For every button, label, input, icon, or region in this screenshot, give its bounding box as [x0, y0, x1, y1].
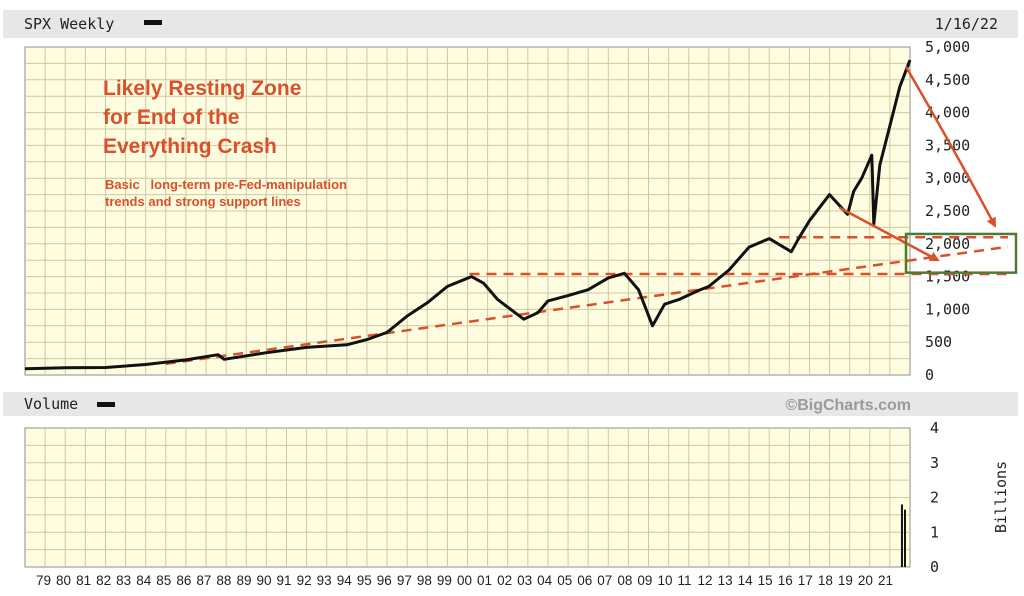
volume-bar	[903, 509, 906, 567]
x-tick-label: 00	[457, 573, 472, 588]
volume-bar	[900, 504, 903, 567]
volume-grid	[25, 428, 910, 567]
x-tick-label: 81	[76, 573, 91, 588]
volume-header-bar	[3, 392, 1018, 416]
price-y-tick-label: 4,500	[925, 71, 970, 89]
x-tick-label: 06	[577, 573, 592, 588]
support-line	[165, 245, 1009, 366]
volume-title: Volume	[24, 395, 78, 413]
x-tick-label: 89	[236, 573, 251, 588]
x-tick-label: 20	[858, 573, 873, 588]
resting-zone-box	[904, 232, 1018, 274]
x-tick-label: 09	[637, 573, 652, 588]
x-tick-label: 03	[517, 573, 532, 588]
x-tick-label: 15	[758, 573, 773, 588]
legend-swatch-volume	[97, 402, 115, 407]
x-tick-label: 11	[677, 573, 691, 588]
x-tick-label: 79	[36, 573, 51, 588]
arrow-to-zone	[839, 206, 940, 262]
x-tick-label: 13	[718, 573, 733, 588]
x-tick-label: 80	[56, 573, 71, 588]
x-tick-label: 21	[878, 573, 893, 588]
volume-y-tick-label: 0	[930, 558, 939, 576]
watermark: ©BigCharts.com	[785, 397, 911, 414]
price-y-tick-label: 0	[925, 366, 934, 384]
trend-arrows	[839, 66, 997, 262]
volume-y-label: Billions	[992, 461, 1010, 533]
x-tick-label: 84	[136, 573, 152, 588]
x-tick-label: 86	[176, 573, 191, 588]
x-tick-label: 95	[357, 573, 372, 588]
volume-bars	[900, 504, 906, 567]
price-y-tick-label: 1,000	[925, 300, 970, 318]
volume-y-tick-label: 1	[930, 523, 939, 541]
price-y-tick-label: 5,000	[925, 38, 970, 56]
x-tick-label: 04	[537, 573, 553, 588]
spx-price-line	[24, 59, 912, 371]
price-grid	[25, 47, 910, 375]
x-tick-label: 07	[597, 573, 612, 588]
volume-y-tick-label: 3	[930, 454, 939, 472]
annotation-subtext-1: Basic long-term pre-Fed-manipulation	[105, 177, 347, 192]
x-tick-label: 82	[96, 573, 111, 588]
x-tick-label: 90	[257, 573, 272, 588]
x-tick-label: 97	[397, 573, 412, 588]
x-tick-label: 96	[377, 573, 392, 588]
support-lines	[165, 235, 1009, 366]
x-axis: 79 80 81 82 83 84 85 86 87 88 89 90 91 92 93 94 95 96 97 98…	[36, 573, 893, 588]
x-tick-label: 16	[778, 573, 793, 588]
x-tick-label: 18	[818, 573, 833, 588]
x-tick-label: 87	[196, 573, 211, 588]
price-y-tick-label: 500	[925, 333, 952, 351]
annotation-subtext-2: trends and strong support lines	[105, 194, 301, 209]
price-y-tick-label: 1,500	[925, 268, 970, 286]
x-tick-label: 08	[617, 573, 632, 588]
x-tick-label: 98	[417, 573, 432, 588]
price-y-tick-label: 3,000	[925, 169, 970, 187]
volume-y-axis: 0 1 2 3 4	[930, 419, 939, 576]
x-tick-label: 12	[698, 573, 713, 588]
x-tick-label: 17	[798, 573, 813, 588]
x-tick-label: 94	[337, 573, 353, 588]
chart-date: 1/16/22	[935, 15, 998, 33]
annotation-headline-2: for End of the	[103, 106, 239, 129]
x-tick-label: 85	[156, 573, 171, 588]
volume-y-tick-label: 4	[930, 419, 939, 437]
x-tick-label: 83	[116, 573, 131, 588]
annotation-headline-1: Likely Resting Zone	[103, 77, 301, 100]
price-y-tick-label: 2,500	[925, 202, 970, 220]
arrow-top-down	[904, 66, 997, 228]
annotation-headline-3: Everything Crash	[103, 135, 277, 158]
x-tick-label: 02	[497, 573, 512, 588]
x-tick-label: 99	[437, 573, 452, 588]
price-header-bar	[3, 10, 1018, 38]
chart-title: SPX Weekly	[24, 15, 114, 33]
price-y-tick-label: 3,500	[925, 136, 970, 154]
x-tick-label: 10	[657, 573, 672, 588]
price-y-tick-label: 2,000	[925, 235, 970, 253]
x-tick-label: 05	[557, 573, 572, 588]
x-tick-label: 92	[297, 573, 312, 588]
x-tick-label: 14	[738, 573, 754, 588]
x-tick-label: 19	[838, 573, 853, 588]
x-tick-label: 91	[277, 573, 292, 588]
x-tick-label: 88	[216, 573, 231, 588]
x-tick-label: 93	[317, 573, 332, 588]
x-tick-label: 01	[477, 573, 492, 588]
legend-swatch-price	[144, 20, 162, 25]
volume-y-tick-label: 2	[930, 489, 939, 507]
